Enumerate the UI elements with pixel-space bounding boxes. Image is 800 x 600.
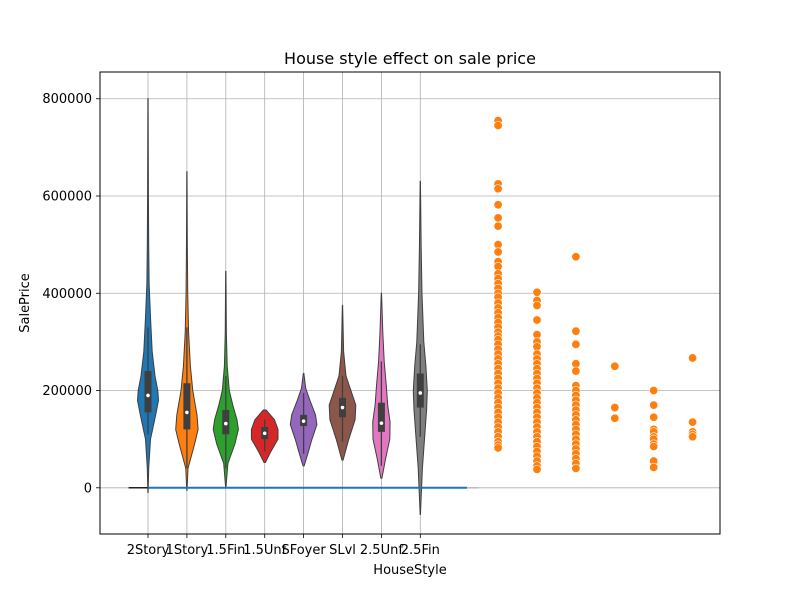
scatter-layer: [493, 116, 698, 474]
scatter-point: [532, 315, 542, 325]
scatter-point: [610, 403, 620, 413]
x-tick-label: 1.5Fin: [206, 543, 245, 558]
violin-median: [301, 419, 306, 423]
violin-median: [262, 431, 267, 436]
violin-iqr-box: [144, 371, 152, 413]
scatter-point: [493, 200, 503, 210]
scatter-point: [532, 300, 542, 310]
plot-frame: [99, 71, 721, 535]
tick-layer: 02000004000006000008000002Story1Story1.5…: [42, 92, 439, 558]
violin-iqr-box: [416, 373, 424, 408]
scatter-point: [610, 413, 620, 423]
scatter-point: [649, 386, 659, 396]
scatter-point: [649, 462, 659, 472]
violin-median: [185, 410, 189, 415]
x-axis-label: HouseStyle: [373, 563, 446, 578]
violin-iqr-box: [377, 402, 385, 432]
x-tick-label: 2.5Fin: [401, 543, 440, 558]
violin-median: [146, 393, 150, 398]
x-tick-label: 1Story: [166, 543, 209, 558]
x-tick-label: 2.5Unf: [360, 543, 403, 558]
scatter-point: [688, 353, 698, 363]
scatter-point: [571, 366, 581, 376]
y-tick-label: 200000: [42, 384, 92, 399]
scatter-point: [571, 339, 581, 349]
y-axis-label: SalePrice: [18, 273, 33, 333]
scatter-point: [493, 221, 503, 231]
scatter-point: [571, 252, 581, 262]
scatter-point: [649, 400, 659, 410]
scatter-point: [688, 417, 698, 427]
scatter-point: [571, 326, 581, 336]
scatter-point: [493, 120, 503, 130]
y-tick-label: 800000: [42, 92, 92, 107]
violin-median: [340, 405, 345, 410]
scatter-point: [649, 412, 659, 422]
y-tick-label: 400000: [42, 287, 92, 302]
violin-body: [136, 98, 160, 494]
x-tick-label: SFoyer: [281, 543, 326, 558]
scatter-point: [493, 443, 503, 453]
violin-median: [418, 391, 423, 395]
x-tick-label: 1.5Unf: [243, 543, 286, 558]
scatter-point: [532, 287, 542, 297]
scatter-point: [571, 463, 581, 473]
violin-iqr-box: [183, 383, 191, 430]
x-tick-label: 2Story: [127, 543, 170, 558]
violin-median: [224, 421, 228, 426]
chart-title: House style effect on sale price: [284, 49, 536, 68]
scatter-point: [493, 213, 503, 223]
scatter-point: [610, 361, 620, 371]
violin-median: [379, 421, 384, 425]
plot-background: [100, 72, 720, 534]
scatter-point: [493, 247, 503, 257]
y-tick-label: 600000: [42, 190, 92, 205]
x-tick-label: SLvl: [329, 543, 356, 558]
scatter-point: [688, 432, 698, 442]
violin-layer: [136, 98, 428, 516]
scatter-point: [493, 184, 503, 194]
scatter-point: [532, 464, 542, 474]
y-tick-label: 0: [84, 481, 92, 496]
scatter-point: [649, 441, 659, 451]
